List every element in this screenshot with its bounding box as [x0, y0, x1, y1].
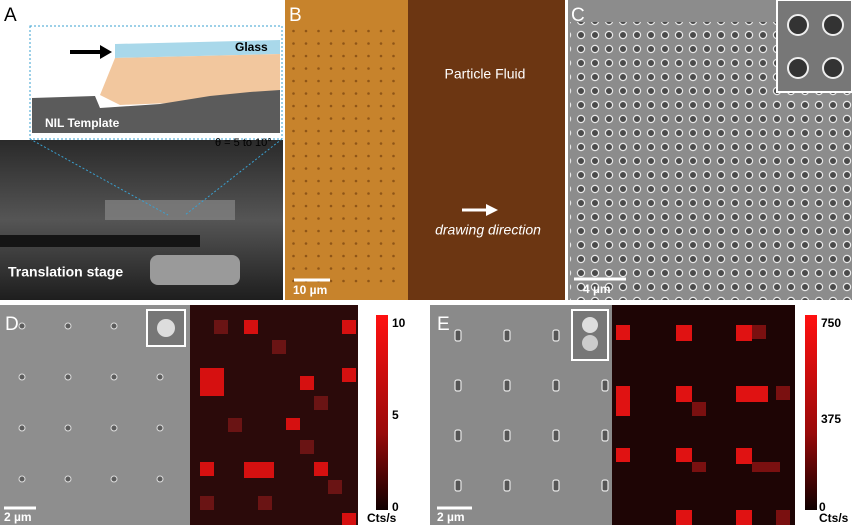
- colorbar-tick: 10: [392, 316, 406, 330]
- direction-label: drawing direction: [435, 222, 541, 238]
- glass-label: Glass: [235, 40, 268, 54]
- colorbar-tick: 750: [821, 316, 841, 330]
- angle-label: θ = 5 to 10°: [215, 137, 272, 149]
- panel-label: E: [437, 314, 450, 335]
- panel-label: B: [289, 5, 302, 26]
- colorbar-tick: 375: [821, 412, 841, 426]
- panel-label: A: [4, 5, 17, 26]
- inset-hole: [788, 58, 808, 78]
- glass-slide: [105, 200, 235, 220]
- colorbar: [376, 315, 388, 510]
- template-label: NIL Template: [45, 116, 120, 130]
- scale-label: 2 µm: [437, 510, 465, 524]
- colorbar-unit: Cts/s: [367, 511, 397, 525]
- figure: Glass NIL Template θ = 5 to 10° Translat…: [0, 0, 852, 525]
- stage-label: Translation stage: [8, 264, 123, 280]
- inset-particle: [582, 335, 598, 351]
- page: {"panels": { "A": {"label": "A", "glass"…: [0, 0, 852, 525]
- panel-label: D: [5, 314, 19, 335]
- fluid-label: Particle Fluid: [445, 66, 526, 82]
- inset: [777, 0, 852, 92]
- inset-hole: [823, 58, 843, 78]
- scale-label: 4 µm: [583, 282, 611, 296]
- panel-label: C: [571, 5, 585, 26]
- colorbar-tick: 5: [392, 408, 399, 422]
- scale-label: 2 µm: [4, 510, 32, 524]
- inset-hole: [788, 15, 808, 35]
- inset-particle: [157, 319, 175, 337]
- colorbar: [805, 315, 817, 510]
- colorbar-unit: Cts/s: [819, 511, 849, 525]
- particle-dots: [288, 25, 400, 285]
- scale-label: 10 µm: [293, 283, 327, 297]
- inset-hole: [823, 15, 843, 35]
- inset-particle: [582, 317, 598, 333]
- rail: [0, 235, 200, 247]
- stage-knob: [150, 255, 240, 285]
